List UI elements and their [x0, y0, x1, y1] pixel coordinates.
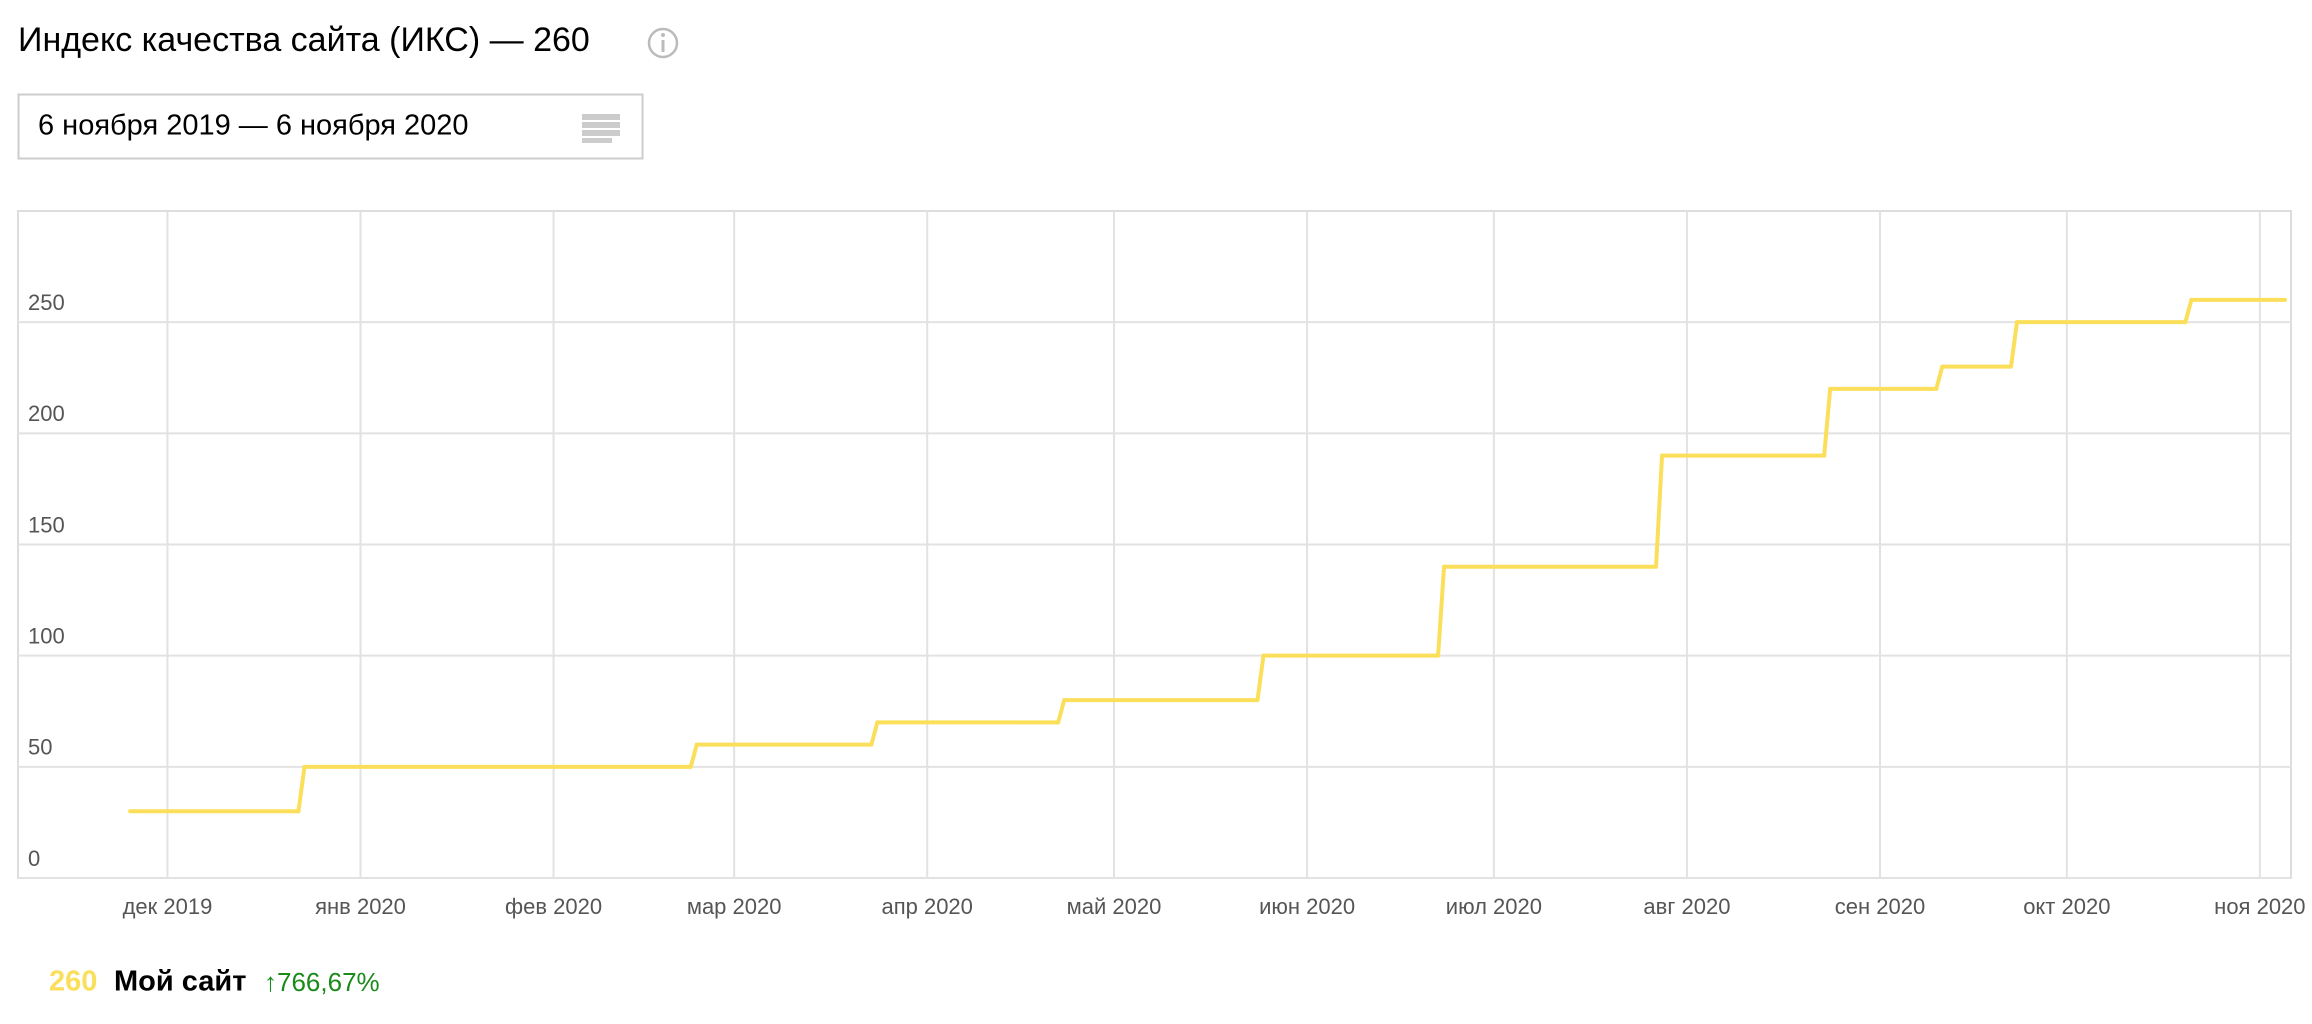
x-tick-label: окт 2020	[2023, 894, 2110, 919]
y-tick-label: 200	[28, 401, 65, 426]
legend-value: 260	[49, 966, 97, 998]
calendar-icon	[582, 114, 620, 143]
y-tick-label: 150	[28, 512, 65, 537]
legend-name[interactable]: Мой сайт	[114, 966, 246, 998]
step-riser	[1654, 453, 1665, 569]
x-tick-label: июн 2020	[1259, 894, 1355, 919]
x-tick-label: дек 2019	[123, 894, 213, 919]
step-riser	[2183, 297, 2194, 325]
x-tick-label: апр 2020	[881, 894, 972, 919]
info-icon[interactable]	[647, 27, 679, 59]
x-tick-label: июл 2020	[1446, 894, 1542, 919]
x-tick-label: сен 2020	[1835, 894, 1925, 919]
x-tick-label: янв 2020	[315, 894, 406, 919]
x-tick-label: фев 2020	[505, 894, 602, 919]
y-tick-label: 250	[28, 290, 65, 315]
step-riser	[869, 720, 880, 747]
step-riser	[1056, 698, 1067, 725]
y-tick-label: 0	[28, 846, 40, 871]
page-title: Индекс качества сайта (ИКС) — 260	[18, 21, 590, 59]
step-riser	[1822, 386, 1833, 458]
x-tick-label: май 2020	[1067, 894, 1162, 919]
date-range: 6 ноября 2019 — 6 ноября 2020	[38, 110, 469, 142]
date-picker[interactable]: 6 ноября 2019 — 6 ноября 2020	[17, 93, 644, 160]
x-tick-label: ноя 2020	[2214, 894, 2305, 919]
legend-change: ↑766,67%	[264, 967, 380, 997]
step-riser	[1934, 364, 1945, 391]
y-tick-label: 50	[28, 735, 52, 760]
step-riser	[688, 742, 699, 769]
step-riser	[2008, 320, 2019, 369]
y-tick-label: 100	[28, 623, 65, 648]
x-tick-label: авг 2020	[1643, 894, 1730, 919]
step-riser	[1436, 564, 1447, 658]
step-riser	[296, 764, 307, 814]
step-riser	[1255, 653, 1266, 703]
x-tick-label: мар 2020	[687, 894, 782, 919]
